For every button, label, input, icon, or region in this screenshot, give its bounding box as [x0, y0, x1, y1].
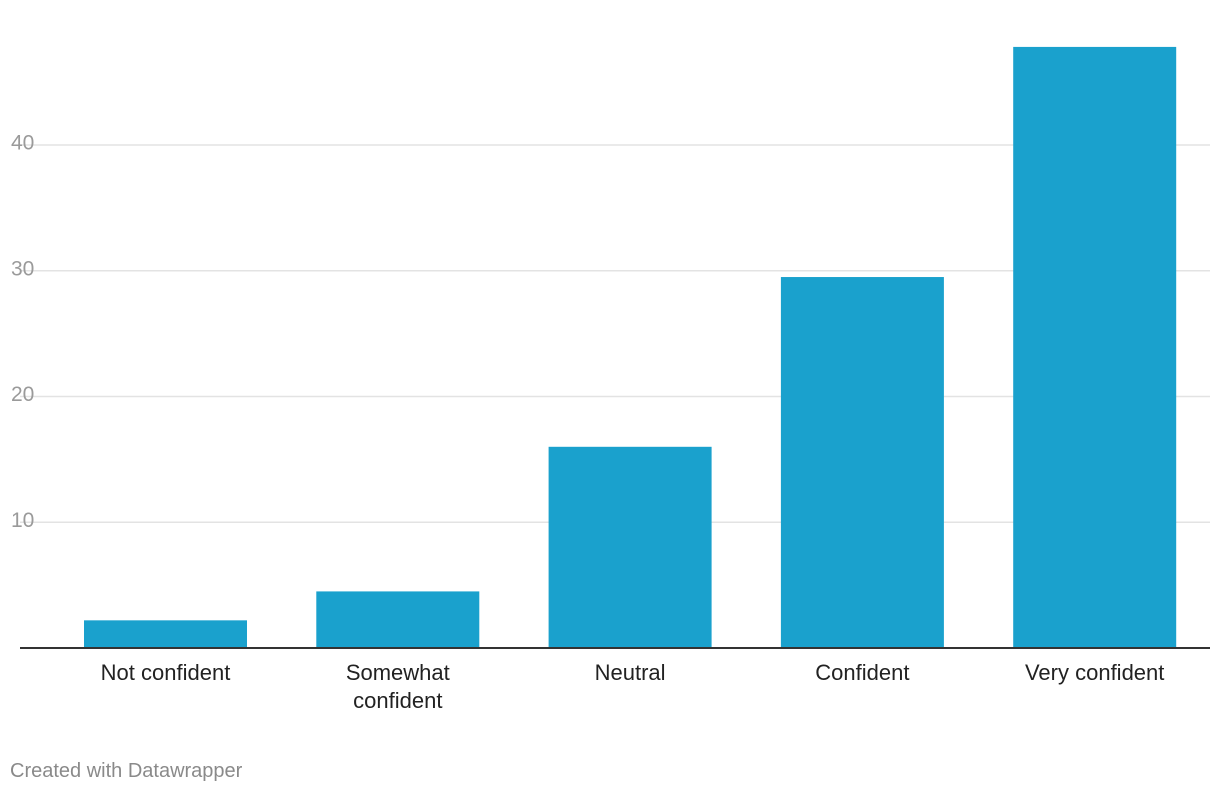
y-tick-label: 20 [11, 383, 34, 406]
bar-3 [780, 277, 944, 648]
x-axis-ticks: Not confident Somewhat confident Neutral Con… [101, 660, 1165, 713]
bar-1 [316, 591, 480, 648]
x-tick-label-line: Very confident [1025, 660, 1164, 685]
footer-credit: Created with Datawrapper [10, 760, 243, 782]
x-tick-label-line: Somewhat [346, 660, 450, 685]
y-axis-ticks: 10 20 30 40 [11, 132, 34, 532]
x-tick-label: Somewhat confident [346, 660, 450, 713]
x-tick-label-line: Neutral [595, 660, 666, 685]
y-tick-label: 30 [11, 257, 34, 280]
bar-2 [548, 446, 712, 648]
x-tick-label: Neutral [595, 660, 666, 685]
bars [84, 46, 1177, 649]
x-tick-label-line: Confident [815, 660, 909, 685]
x-tick-label: Very confident [1025, 660, 1164, 685]
x-tick-label-line: confident [353, 688, 442, 713]
bar-4 [1013, 46, 1177, 649]
y-tick-label: 10 [11, 509, 34, 532]
x-tick-label: Confident [815, 660, 909, 685]
x-tick-label-line: Not confident [101, 660, 231, 685]
y-tick-label: 40 [11, 132, 34, 155]
x-tick-label: Not confident [101, 660, 231, 685]
bar-0 [84, 620, 247, 648]
